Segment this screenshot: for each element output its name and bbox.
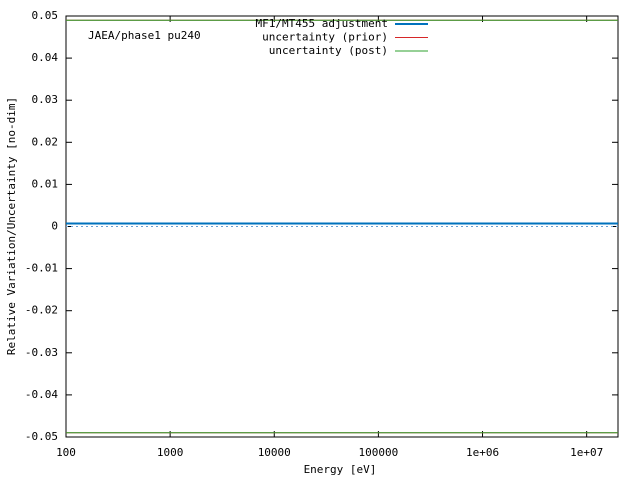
x-tick-label: 100 (56, 446, 76, 459)
annotation: JAEA/phase1 pu240 (88, 29, 201, 42)
y-tick-label: 0.02 (32, 135, 59, 148)
y-tick-label: -0.03 (25, 346, 58, 359)
y-tick-label: -0.04 (25, 388, 58, 401)
y-tick-label: 0.01 (32, 177, 59, 190)
y-tick-label: 0 (51, 220, 58, 233)
y-tick-label: 0.04 (32, 51, 59, 64)
legend-label: uncertainty (post) (269, 44, 388, 57)
x-axis-label: Energy [eV] (304, 463, 377, 476)
x-tick-label: 1000 (157, 446, 184, 459)
y-tick-label: 0.03 (32, 93, 59, 106)
y-axis-label: Relative Variation/Uncertainty [no-dim] (5, 97, 18, 355)
y-tick-label: -0.05 (25, 430, 58, 443)
y-tick-label: -0.01 (25, 262, 58, 275)
legend-label: MF1/MT455 adjustment (256, 17, 388, 30)
y-tick-label: -0.02 (25, 304, 58, 317)
y-tick-label: 0.05 (32, 9, 59, 22)
x-tick-label: 1e+06 (466, 446, 499, 459)
x-tick-label: 10000 (258, 446, 291, 459)
x-tick-label: 100000 (359, 446, 399, 459)
x-tick-label: 1e+07 (570, 446, 603, 459)
legend-label: uncertainty (prior) (262, 31, 388, 44)
